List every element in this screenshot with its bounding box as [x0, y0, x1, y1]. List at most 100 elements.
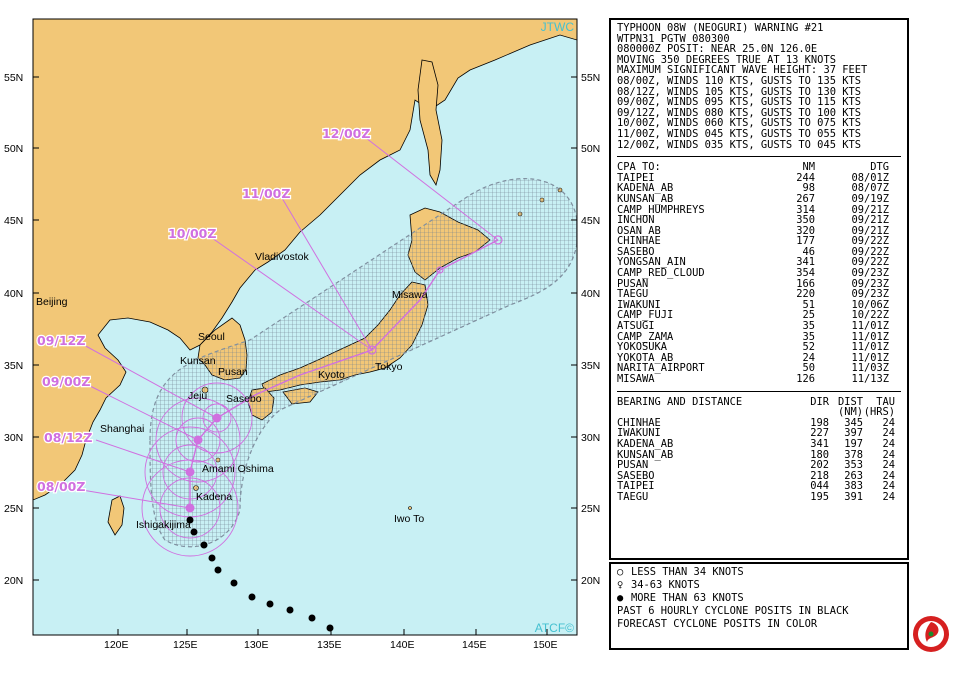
- iwo-to-island: [408, 506, 412, 510]
- city-label: Misawa: [392, 289, 428, 301]
- warning-line: 08/12Z, WINDS 105 KTS, GUSTS TO 130 KTS: [617, 85, 861, 98]
- sakhalin: [417, 59, 443, 187]
- bearing-tau: 24: [882, 459, 895, 472]
- cpa-row: CAMP_HUMPHREYS 314 09/21Z: [617, 203, 907, 216]
- warning-line: 08/00Z, WINDS 110 KTS, GUSTS TO 135 KTS: [617, 74, 861, 87]
- forecast-time-label: 11/00Z: [242, 186, 290, 201]
- legend-note: FORECAST CYCLONE POSITS IN COLOR: [617, 618, 818, 631]
- past-posit: [200, 541, 208, 549]
- bearing-tau: 24: [882, 416, 895, 429]
- bearing-tau: 24: [882, 427, 895, 440]
- bearing-distance: 197: [844, 437, 863, 450]
- bearing-row: TAEGU 195 391 24: [617, 492, 907, 503]
- cpa-distance: 98: [802, 182, 815, 195]
- cpa-station: CAMP_ZAMA: [617, 330, 674, 343]
- callout-line: [365, 137, 499, 241]
- cpa-time: 09/21Z: [851, 224, 889, 237]
- city-label: Jeju: [188, 390, 207, 402]
- bearing-direction: 218: [810, 469, 829, 482]
- latitude-label-right: 30N: [581, 432, 600, 444]
- bearing-row: KUNSAN_AB 180 378 24: [617, 449, 907, 461]
- bearing-tau: 24: [882, 480, 895, 493]
- cpa-time: 11/01Z: [851, 341, 889, 354]
- cpa-col-nm: NM: [802, 161, 815, 174]
- past-posit: [266, 600, 274, 608]
- cpa-time: 08/07Z: [851, 182, 889, 195]
- warning-line: 09/00Z, WINDS 095 KTS, GUSTS TO 115 KTS: [617, 96, 861, 109]
- bearing-station: TAIPEI: [617, 480, 655, 493]
- bearing-tau: 24: [882, 437, 895, 450]
- latitude-label-left: 25N: [4, 503, 23, 515]
- legend-item: ○ LESS THAN 34 KNOTS: [617, 566, 907, 579]
- bearing-distance: 345: [844, 416, 863, 429]
- bearing-distance: 391: [844, 490, 863, 503]
- bearing-station: SASEBO: [617, 469, 655, 482]
- cpa-header-row: CPA TO: NM DTG: [617, 162, 907, 173]
- latitude-label-left: 35N: [4, 360, 23, 372]
- cpa-distance: 314: [796, 203, 815, 216]
- bearing-station: IWAKUNI: [617, 427, 661, 440]
- cpa-distance: 177: [796, 235, 815, 248]
- cpa-station: TAIPEI: [617, 171, 655, 184]
- callout-line: [81, 343, 218, 419]
- longitude-label: 150E: [533, 639, 558, 651]
- cpa-time: 09/22Z: [851, 256, 889, 269]
- wind-radius: [141, 459, 239, 557]
- cpa-row: YOKOSUKA 52 11/01Z: [617, 342, 907, 353]
- latitude-ticks: [33, 76, 577, 635]
- cpa-station: INCHON: [617, 214, 655, 227]
- latitude-label-right: 25N: [581, 503, 600, 515]
- cpa-distance: 46: [802, 245, 815, 258]
- cpa-station: CAMP_RED_CLOUD: [617, 267, 705, 280]
- forecast-posit-12-00z: [493, 235, 503, 245]
- cpa-station: PUSAN: [617, 277, 649, 290]
- cpa-time: 11/03Z: [851, 362, 889, 375]
- bearing-tau: 24: [882, 490, 895, 503]
- cyclone-open-icon: ♀: [617, 579, 624, 592]
- warning-line: 10/00Z, WINDS 060 KTS, GUSTS TO 075 KTS: [617, 117, 861, 130]
- wind-radius: [202, 403, 232, 433]
- latitude-label-left: 30N: [4, 432, 23, 444]
- cpa-station: KADENA_AB: [617, 182, 674, 195]
- cpa-distance: 52: [802, 341, 815, 354]
- warning-header: TYPHOON 08W (NEOGURI) WARNING #21 WTPN31…: [611, 20, 907, 150]
- warning-line: WTPN31 PGTW 080300: [617, 32, 730, 45]
- bearing-direction: 227: [810, 427, 829, 440]
- city-label: Seoul: [198, 331, 225, 343]
- legend-label: 34-63 KNOTS: [631, 579, 700, 592]
- cpa-row: SASEBO 46 09/22Z: [617, 247, 907, 258]
- latitude-label-right: 50N: [581, 143, 600, 155]
- wind-radius: [155, 397, 241, 483]
- cpa-distance: 220: [796, 288, 815, 301]
- callout-line: [87, 384, 199, 441]
- cpa-row: IWAKUNI 51 10/06Z: [617, 300, 907, 311]
- cpa-distance: 126: [796, 373, 815, 385]
- forecast-time-label: 12/00Z: [322, 126, 370, 141]
- cpa-row: INCHON 350 09/21Z: [617, 215, 907, 226]
- map-frame: [32, 18, 578, 636]
- past-posit: [230, 579, 238, 587]
- callout-line: [95, 439, 191, 473]
- bearing-station: KADENA_AB: [617, 437, 674, 450]
- cpa-time: 09/21Z: [851, 203, 889, 216]
- longitude-label: 145E: [462, 639, 487, 651]
- cpa-station: MISAWA: [617, 373, 655, 385]
- bearing-table: BEARING AND DISTANCE DIR DIST TAU (NM) (…: [611, 395, 907, 503]
- cpa-time: 09/21Z: [851, 214, 889, 227]
- past-posit: [214, 566, 222, 574]
- cpa-station: ATSUGI: [617, 320, 655, 333]
- cpa-time: 09/23Z: [851, 267, 889, 280]
- city-label: Tokyo: [375, 361, 403, 373]
- legend-item: ● MORE THAN 63 KNOTS: [617, 592, 907, 605]
- cpa-distance: 267: [796, 192, 815, 205]
- cpa-station: TAEGU: [617, 288, 649, 301]
- warning-panel: TYPHOON 08W (NEOGURI) WARNING #21 WTPN31…: [609, 18, 909, 560]
- cpa-distance: 35: [802, 330, 815, 343]
- cpa-row: YOKOTA_AB 24 11/01Z: [617, 353, 907, 364]
- cpa-distance: 25: [802, 309, 815, 322]
- forecast-time-label: 10/00Z: [168, 226, 216, 241]
- bearing-col-dir: DIR: [810, 395, 829, 408]
- latitude-label-left: 55N: [4, 72, 23, 84]
- cpa-row: CAMP_FUJI 25 10/22Z: [617, 310, 907, 321]
- cpa-table: CPA TO: NM DTG TAIPEI 244 08/01Z KADENA_AB 9…: [611, 162, 907, 384]
